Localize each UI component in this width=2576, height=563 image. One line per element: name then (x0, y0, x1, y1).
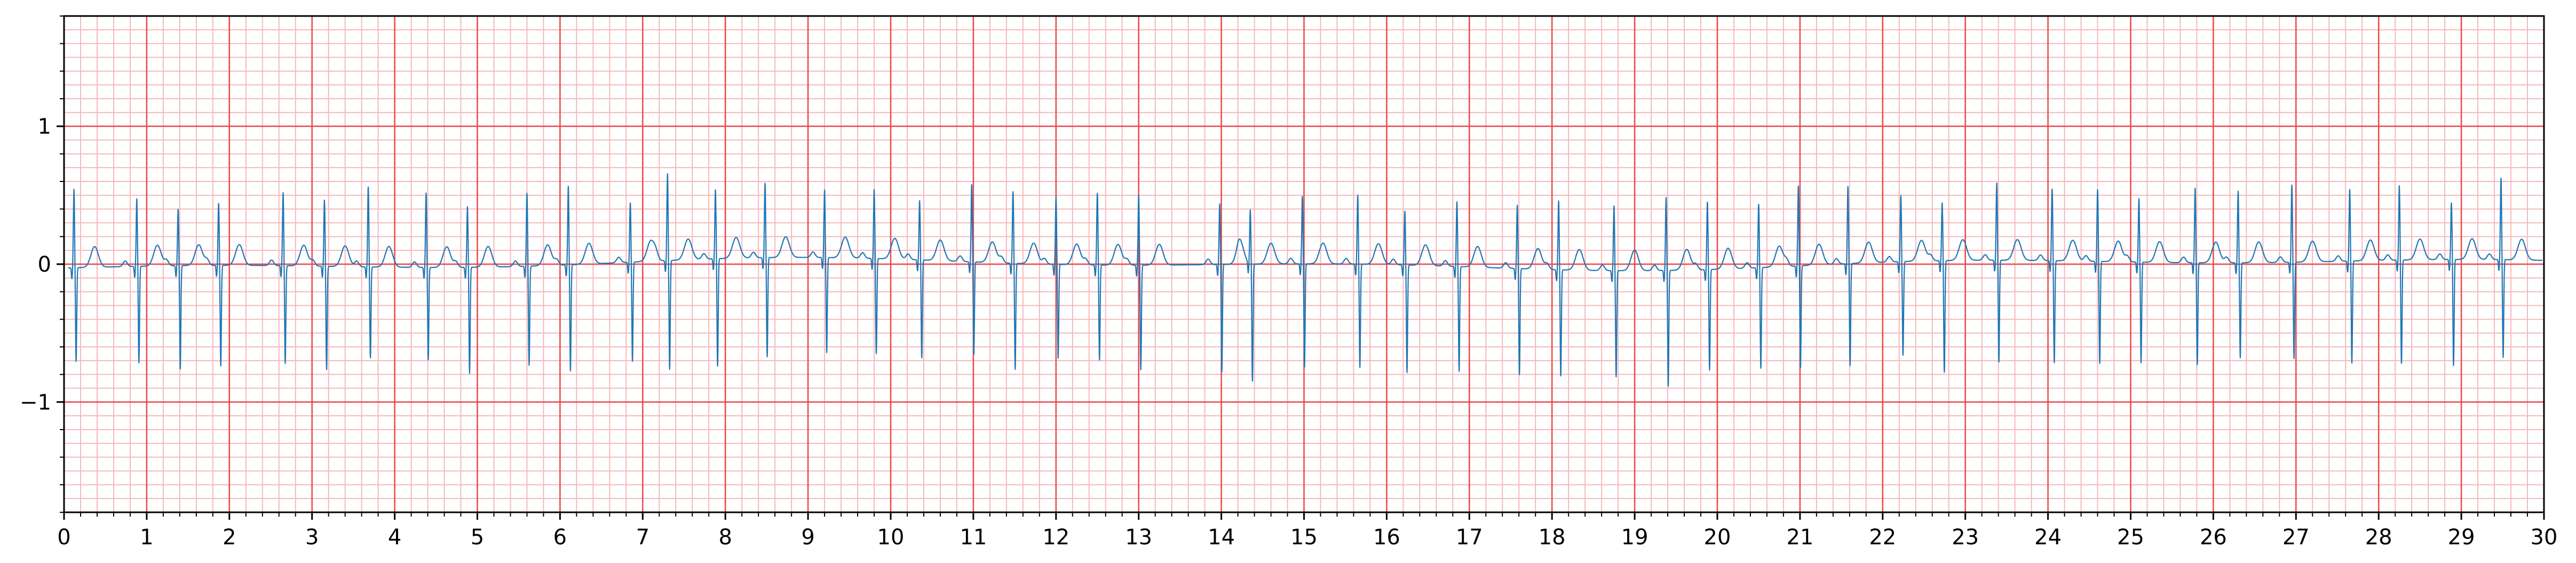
x-tick-label: 6 (553, 525, 567, 550)
x-tick-label: 20 (1704, 525, 1731, 550)
x-tick-label: 19 (1621, 525, 1648, 550)
ecg-trace (68, 173, 2543, 387)
y-axis-ticks: 1 0 −1 (20, 15, 64, 513)
x-tick-label: 8 (718, 525, 732, 550)
x-tick-label: 0 (57, 525, 70, 550)
x-tick-label: 2 (223, 525, 236, 550)
x-tick-label: 21 (1786, 525, 1813, 550)
x-tick-label: 15 (1290, 525, 1318, 550)
y-tick-label: −1 (20, 390, 51, 415)
x-axis-ticks: 0 1 2 3 4 5 6 7 8 9 10 11 12 13 14 15 16 17 18 19 20 21 22 23 24… (57, 512, 2557, 550)
x-tick-label: 3 (305, 525, 319, 550)
y-tick-label: 0 (38, 252, 51, 277)
y-tick-label: 1 (38, 115, 51, 139)
x-tick-label: 9 (801, 525, 814, 550)
x-tick-label: 18 (1539, 525, 1566, 550)
x-tick-label: 26 (2200, 525, 2227, 550)
x-tick-label: 27 (2282, 525, 2310, 550)
x-tick-label: 7 (636, 525, 649, 550)
x-tick-label: 12 (1042, 525, 1069, 550)
x-tick-label: 13 (1125, 525, 1152, 550)
x-tick-label: 23 (1952, 525, 1979, 550)
x-tick-label: 5 (471, 525, 484, 550)
x-tick-label: 29 (2448, 525, 2475, 550)
x-tick-label: 28 (2365, 525, 2392, 550)
major-grid (63, 16, 2545, 512)
x-tick-label: 24 (2034, 525, 2062, 550)
x-tick-label: 22 (1869, 525, 1896, 550)
x-tick-label: 1 (140, 525, 153, 550)
x-tick-label: 11 (960, 525, 987, 550)
x-tick-label: 14 (1208, 525, 1235, 550)
x-tick-label: 17 (1456, 525, 1483, 550)
x-tick-label: 25 (2117, 525, 2144, 550)
x-tick-label: 4 (388, 525, 401, 550)
x-tick-label: 30 (2531, 525, 2558, 550)
x-tick-label: 16 (1373, 525, 1400, 550)
ecg-signal-layer (68, 173, 2543, 387)
x-tick-label: 10 (877, 525, 905, 550)
